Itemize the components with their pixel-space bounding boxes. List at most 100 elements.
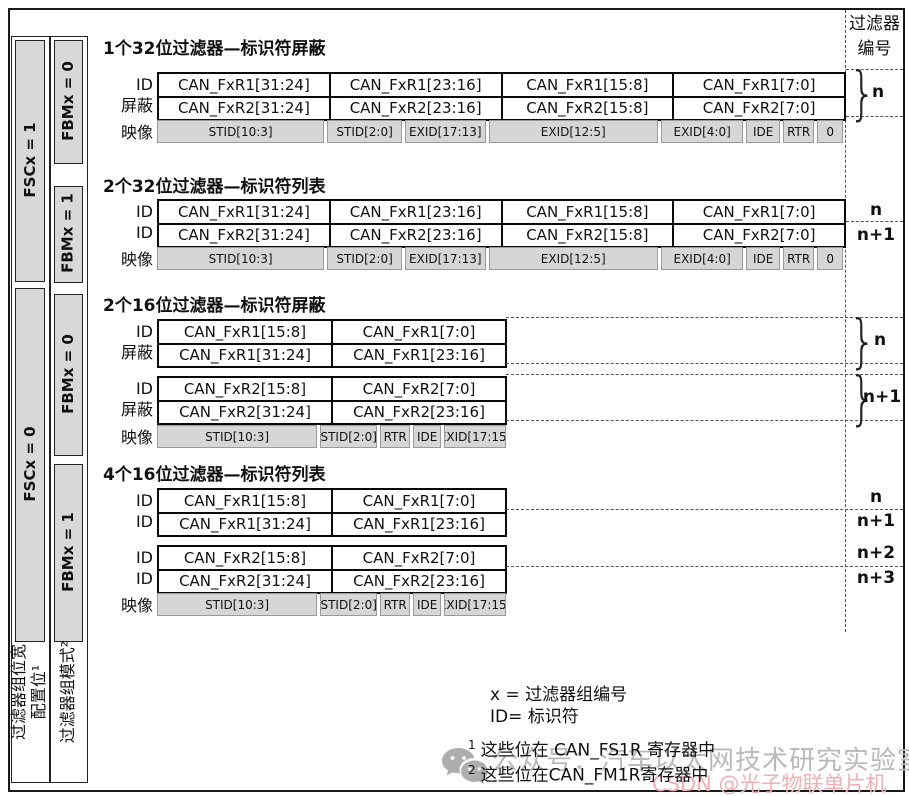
- fsc0-box: [15, 288, 45, 642]
- section3-pair2-table: CAN_FxR2[15:8] CAN_FxR2[7:0] CAN_FxR2[31…: [157, 376, 507, 425]
- table-row: CAN_FxR1[31:24] CAN_FxR1[23:16] CAN_FxR1…: [159, 74, 844, 96]
- table-row: CAN_FxR1[31:24] CAN_FxR1[23:16]: [159, 511, 505, 535]
- section2-map-label: 映像: [120, 250, 153, 269]
- section1-map-row: STID[10:3] STID[2:0] EXID[17:13] EXID[12…: [157, 120, 844, 143]
- section1-brace: }: [848, 59, 877, 127]
- table-cell: CAN_FxR2[7:0]: [672, 97, 844, 119]
- fbm-column-caption: 过滤器组模式²: [58, 640, 77, 744]
- table-cell: CAN_FxR2[15:8]: [183, 548, 307, 567]
- footnote-2: 2 这些位在CAN_FM1R寄存器中: [468, 759, 708, 787]
- section1-row1-label: ID: [135, 75, 153, 94]
- table-cell: CAN_FxR2[7:0]: [331, 378, 505, 400]
- section4-p1-row1-label: ID: [135, 491, 153, 510]
- section3-p2-row1-label: ID: [135, 379, 153, 398]
- fsc-column-caption: 过滤器组位宽 配置位¹: [8, 607, 50, 777]
- section3-map-label: 映像: [120, 428, 153, 447]
- table-cell: CAN_FxR1[15:8]: [500, 74, 673, 96]
- map-cell: IDE: [413, 593, 442, 616]
- map-cell: EXID[12:5]: [488, 120, 658, 143]
- section2-map-row: STID[10:3] STID[2:0] EXID[17:13] EXID[12…: [157, 247, 844, 270]
- section4-filter-number-n1: n+1: [856, 511, 896, 531]
- map-cell: IDE: [746, 120, 780, 143]
- table-cell: CAN_FxR1[23:16]: [331, 344, 505, 366]
- table-cell: CAN_FxR2[23:16]: [331, 570, 505, 592]
- map-cell: 0: [817, 247, 844, 270]
- table-cell: CAN_FxR1[23:16]: [328, 74, 501, 96]
- table-cell: CAN_FxR2[31:24]: [177, 226, 310, 245]
- section4-filter-number-n2: n+2: [856, 543, 896, 563]
- section3-dash-4: [506, 420, 903, 421]
- section2-row1-label: ID: [135, 202, 153, 221]
- section1-dash-top: [846, 69, 903, 70]
- footnote-2-text: 这些位在CAN_FM1R寄存器中: [480, 765, 709, 786]
- map-cell: STID[2:0]: [320, 425, 378, 448]
- table-cell: CAN_FxR1[7:0]: [331, 321, 505, 343]
- table-row: CAN_FxR2[31:24] CAN_FxR2[23:16] CAN_FxR2…: [159, 95, 844, 119]
- table-row: CAN_FxR1[15:8] CAN_FxR1[7:0]: [159, 321, 505, 343]
- section2-dash-mid: [846, 221, 903, 222]
- table-cell: CAN_FxR2[7:0]: [331, 547, 505, 569]
- fbm1-box-2: [54, 464, 83, 642]
- section4-p2-row1-label: ID: [135, 548, 153, 567]
- map-cell: IDE: [413, 425, 442, 448]
- table-row: CAN_FxR2[15:8] CAN_FxR2[7:0]: [159, 547, 505, 569]
- section4-pair1-table: CAN_FxR1[15:8] CAN_FxR1[7:0] CAN_FxR1[31…: [157, 488, 507, 537]
- diagram-outer-border: [8, 8, 905, 792]
- section4-filter-number-n: n: [869, 487, 883, 507]
- table-cell: CAN_FxR1[15:8]: [183, 322, 307, 341]
- section3-dash-1: [506, 317, 903, 318]
- map-cell: STID[10:3]: [157, 120, 325, 143]
- fsc1-box: [15, 40, 45, 282]
- table-cell: CAN_FxR1[23:16]: [331, 513, 505, 535]
- footnote-1-marker: 1: [468, 738, 476, 752]
- fbm0-box-2: [54, 294, 83, 456]
- map-cell: EXID[4:0]: [660, 247, 744, 270]
- section4-pair2-table: CAN_FxR2[15:8] CAN_FxR2[7:0] CAN_FxR2[31…: [157, 545, 507, 594]
- table-cell: CAN_FxR1[31:24]: [177, 75, 310, 94]
- legend-id-definition: ID= 标识符: [490, 707, 579, 727]
- fbm1-box-1: [54, 186, 83, 283]
- table-row: CAN_FxR2[31:24] CAN_FxR2[23:16]: [159, 399, 505, 423]
- section4-p1-row2-label: ID: [135, 512, 153, 531]
- section3-brace-2: }: [848, 364, 877, 432]
- section2-filter-number-n1: n+1: [856, 225, 896, 245]
- section3-filter-number-n: n: [873, 330, 887, 350]
- table-row: CAN_FxR1[15:8] CAN_FxR1[7:0]: [159, 490, 505, 512]
- section1-filter-number: n: [871, 82, 885, 102]
- map-cell: EXID[4:0]: [660, 120, 744, 143]
- map-cell: STID[2:0]: [320, 593, 378, 616]
- section4-dash-1: [506, 509, 903, 510]
- wechat-watermark-text: 公众号：汽车以太网技术研究实验室: [492, 746, 909, 776]
- table-row: CAN_FxR1[31:24] CAN_FxR1[23:16] CAN_FxR1…: [159, 201, 844, 223]
- section3-dash-3: [506, 374, 903, 375]
- filter-number-divider: [845, 10, 846, 632]
- table-cell: CAN_FxR2[7:0]: [672, 224, 844, 246]
- map-cell: STID[10:3]: [157, 593, 318, 616]
- csdn-watermark-text: CSDN @光子物联单片机: [652, 772, 887, 796]
- map-cell: RTR: [380, 593, 411, 616]
- table-cell: CAN_FxR2[31:24]: [179, 403, 311, 422]
- table-cell: CAN_FxR2[23:16]: [331, 401, 505, 423]
- table-cell: CAN_FxR2[31:24]: [177, 99, 310, 118]
- filter-number-header-line2: 编号: [857, 39, 892, 59]
- map-cell: IDE: [746, 247, 780, 270]
- footnote-2-marker: 2: [468, 763, 476, 777]
- section3-title: 2个16位过滤器—标识符屏蔽: [103, 296, 326, 316]
- table-row: CAN_FxR2[31:24] CAN_FxR2[23:16] CAN_FxR2…: [159, 222, 844, 246]
- section2-row2-label: ID: [135, 223, 153, 242]
- fsc1-label: FSCx = 1: [21, 122, 39, 198]
- section3-filter-number-n1: n+1: [862, 387, 902, 407]
- section3-pair1-table: CAN_FxR1[15:8] CAN_FxR1[7:0] CAN_FxR1[31…: [157, 319, 507, 368]
- footnote-1-text: 这些位在 CAN_FS1R 寄存器中: [480, 740, 716, 761]
- section1-title: 1个32位过滤器—标识符屏蔽: [103, 39, 326, 59]
- section3-p1-row2-label: 屏蔽: [120, 343, 153, 362]
- fbm0-box-1: [54, 40, 83, 164]
- wechat-icon: [440, 747, 488, 787]
- map-cell: RTR: [782, 120, 815, 143]
- table-cell: CAN_FxR1[15:8]: [500, 201, 673, 223]
- map-cell: EXID[17:13]: [404, 120, 486, 143]
- table-row: CAN_FxR2[15:8] CAN_FxR2[7:0]: [159, 378, 505, 400]
- section4-map-row: STID[10:3] STID[2:0] RTR IDE EXID[17:15]: [157, 593, 506, 616]
- table-cell: CAN_FxR1[7:0]: [672, 201, 844, 223]
